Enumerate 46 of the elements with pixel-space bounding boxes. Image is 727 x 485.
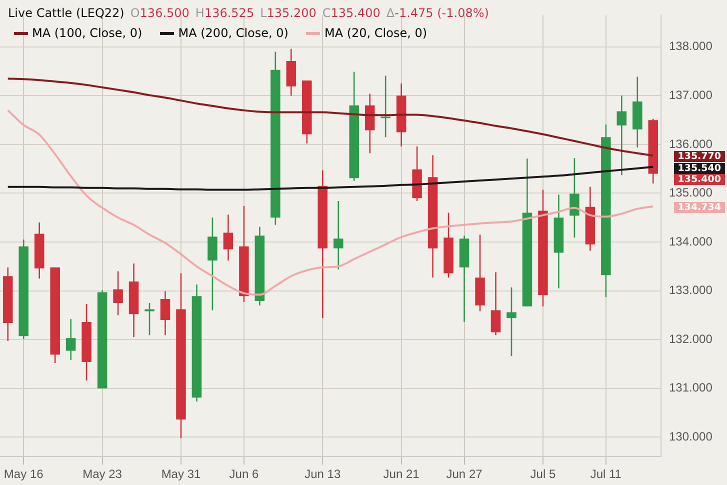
y-tick-label: 133.000 [669,283,713,298]
annotation: H136.525 [195,6,254,20]
x-tick-label: Jun 21 [383,467,420,482]
text: 134.734 [674,202,725,213]
x-tick-label: Jul 5 [530,467,556,482]
x-tick-label: Jun 27 [446,467,483,482]
candlestick [144,302,154,336]
y-tick-label: 134.000 [669,234,713,248]
annotation: O136.500 [130,6,190,20]
candlestick [160,290,170,336]
y-tick-label: 138.000 [669,39,713,54]
candlestick [223,214,234,262]
candlestick [66,318,76,361]
x-tick-label: May 23 [82,467,122,482]
candlestick [333,200,344,270]
line-series [6,78,654,157]
line-series [6,109,654,296]
line-series [6,166,654,191]
y-tick-label: 136.000 [669,136,713,151]
chart-title: Live Cattle (LEQ22) [8,6,124,20]
y-tick-label: 132.000 [669,332,713,346]
legend-label: MA (200, Close, 0) [177,26,288,40]
candlestick [506,286,516,357]
x-tick-label: Jun 13 [304,467,341,482]
y-tick-label: 130.000 [669,429,713,444]
y-tick-label: 131.000 [669,380,713,395]
y-tick-label: 135.000 [669,186,713,200]
annotation: C135.400 [322,6,380,20]
legend-label: MA (100, Close, 0) [31,26,142,40]
annotation: L135.200 [260,6,316,20]
x-tick-label: Jul 11 [590,467,622,482]
text: 135.540 [674,162,725,174]
candlestick [490,272,501,336]
text: 135.770 [674,151,725,162]
candlestick [570,157,580,238]
candlestick [208,216,218,311]
candlestick [380,75,390,138]
x-tick-label: May 31 [161,467,201,482]
x-tick-label: May 16 [4,467,44,482]
annotation: Δ-1.475 (-1.08%) [386,6,489,20]
y-tick-label: 137.000 [669,88,713,102]
candlestick [113,270,123,316]
x-tick-label: Jun 6 [229,467,259,482]
text: 135.400 [674,174,725,186]
legend-label: MA (20, Close, 0) [323,26,428,40]
candlestick [616,95,627,176]
